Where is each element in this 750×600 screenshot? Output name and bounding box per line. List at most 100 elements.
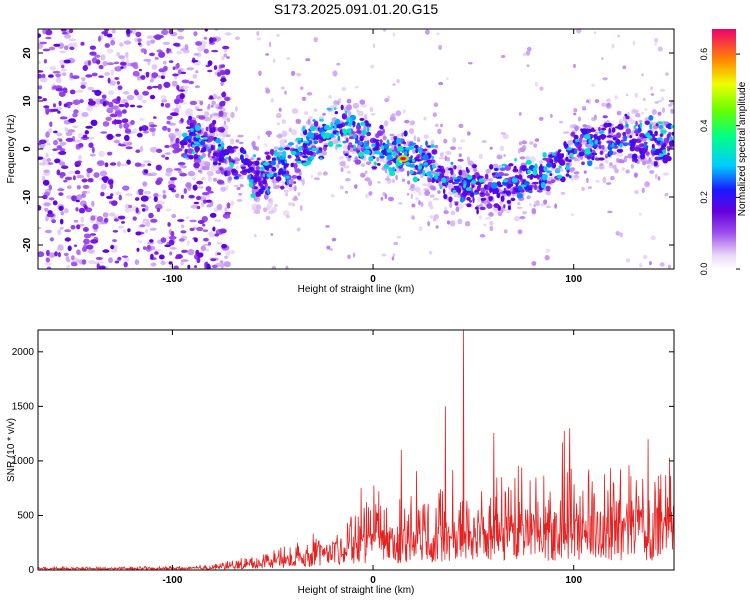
heatmap-cell [464, 202, 467, 206]
heatmap-cell [348, 136, 354, 140]
heatmap-cell [635, 120, 638, 127]
x-tick-label: -100 [162, 274, 182, 285]
heatmap-cell [343, 165, 350, 169]
heatmap-cell [667, 264, 671, 269]
heatmap-cell [194, 145, 201, 152]
heatmap-cell [43, 105, 50, 109]
heatmap-cell [248, 166, 254, 172]
heatmap-cell [248, 179, 254, 183]
heatmap-cell [302, 126, 306, 132]
heatmap-cell [290, 178, 294, 185]
heatmap-cell [183, 155, 187, 159]
heatmap-cell [581, 186, 585, 191]
heatmap-cell [196, 256, 201, 264]
heatmap-cell [338, 155, 344, 160]
heatmap-cell [617, 123, 624, 130]
y-tick-label: 0 [22, 146, 33, 152]
heatmap-cell [42, 179, 50, 186]
heatmap-cell [493, 163, 498, 167]
heatmap-cell [169, 251, 173, 256]
heatmap-cell [228, 155, 232, 162]
heatmap-cell [205, 248, 210, 252]
heatmap-cell [356, 109, 360, 113]
heatmap-cell [609, 162, 613, 167]
heatmap-cell [424, 189, 430, 196]
heatmap-cell [107, 77, 111, 84]
heatmap-cell [87, 86, 94, 91]
heatmap-cell [368, 180, 373, 187]
heatmap-cell [622, 65, 627, 70]
heatmap-cell [220, 262, 224, 269]
heatmap-cell [310, 155, 315, 160]
heatmap-cell [574, 141, 578, 147]
heatmap-cell [44, 229, 52, 234]
heatmap-cell [256, 31, 260, 36]
heatmap-cell [81, 193, 86, 198]
heatmap-cell [359, 135, 364, 142]
heatmap-cell [234, 36, 241, 40]
heatmap-cell [342, 140, 347, 144]
heatmap-cell [90, 119, 98, 127]
heatmap-cell [465, 187, 472, 192]
heatmap-cell [574, 149, 578, 155]
heatmap-cell [181, 79, 190, 84]
heatmap-cell [229, 138, 235, 145]
heatmap-cell [454, 202, 459, 206]
heatmap-cell [47, 162, 54, 165]
heatmap-cell [356, 122, 361, 128]
heatmap-cell [593, 166, 600, 170]
heatmap-cell [488, 212, 494, 217]
heatmap-cell [632, 40, 636, 46]
heatmap-cell [116, 96, 121, 102]
heatmap-cell [123, 122, 129, 129]
heatmap-cell [443, 210, 449, 215]
heatmap-cell [539, 86, 544, 91]
heatmap-cell [72, 125, 78, 129]
heatmap-cell [203, 237, 209, 242]
heatmap-cell [211, 49, 219, 53]
heatmap-cell [605, 148, 608, 153]
heatmap-cell [118, 194, 123, 201]
heatmap-cell [470, 180, 477, 184]
heatmap-cell [488, 178, 494, 182]
heatmap-cell [120, 66, 124, 69]
heatmap-cell [428, 200, 433, 208]
heatmap-cell [445, 150, 452, 156]
heatmap-cell [374, 161, 377, 166]
heatmap-cell [213, 65, 218, 70]
heatmap-cell [45, 152, 49, 158]
heatmap-cell [151, 64, 158, 70]
heatmap-cell [69, 46, 75, 50]
heatmap-cell [624, 155, 629, 159]
heatmap-cell [309, 125, 317, 132]
heatmap-cell [392, 151, 397, 157]
heatmap-cell [214, 219, 222, 223]
heatmap-cell [106, 62, 115, 66]
heatmap-cell [339, 161, 346, 167]
heatmap-cell [481, 140, 487, 143]
heatmap-cell [38, 60, 41, 65]
heatmap-cell [122, 185, 130, 191]
heatmap-cell [532, 181, 539, 185]
heatmap-cell [657, 46, 663, 52]
heatmap-cell [202, 229, 209, 232]
heatmap-cell [662, 107, 665, 113]
heatmap-cell [174, 98, 180, 105]
heatmap-cell [149, 239, 154, 243]
heatmap-cell [295, 144, 299, 150]
heatmap-cell [471, 174, 476, 181]
heatmap-cell [525, 50, 531, 56]
heatmap-cell [347, 254, 351, 260]
y-tick-label: -20 [22, 237, 33, 252]
heatmap-cell [180, 145, 185, 149]
heatmap-cell [425, 171, 432, 177]
heatmap-cell [622, 131, 627, 137]
heatmap-cell [74, 170, 81, 175]
heatmap-cell [496, 192, 501, 199]
heatmap-cell [656, 137, 663, 141]
heatmap-cell [607, 122, 612, 127]
heatmap-cell [635, 133, 639, 137]
heatmap-cell [233, 176, 240, 180]
heatmap-cell [546, 205, 551, 209]
heatmap-cell [87, 60, 91, 66]
